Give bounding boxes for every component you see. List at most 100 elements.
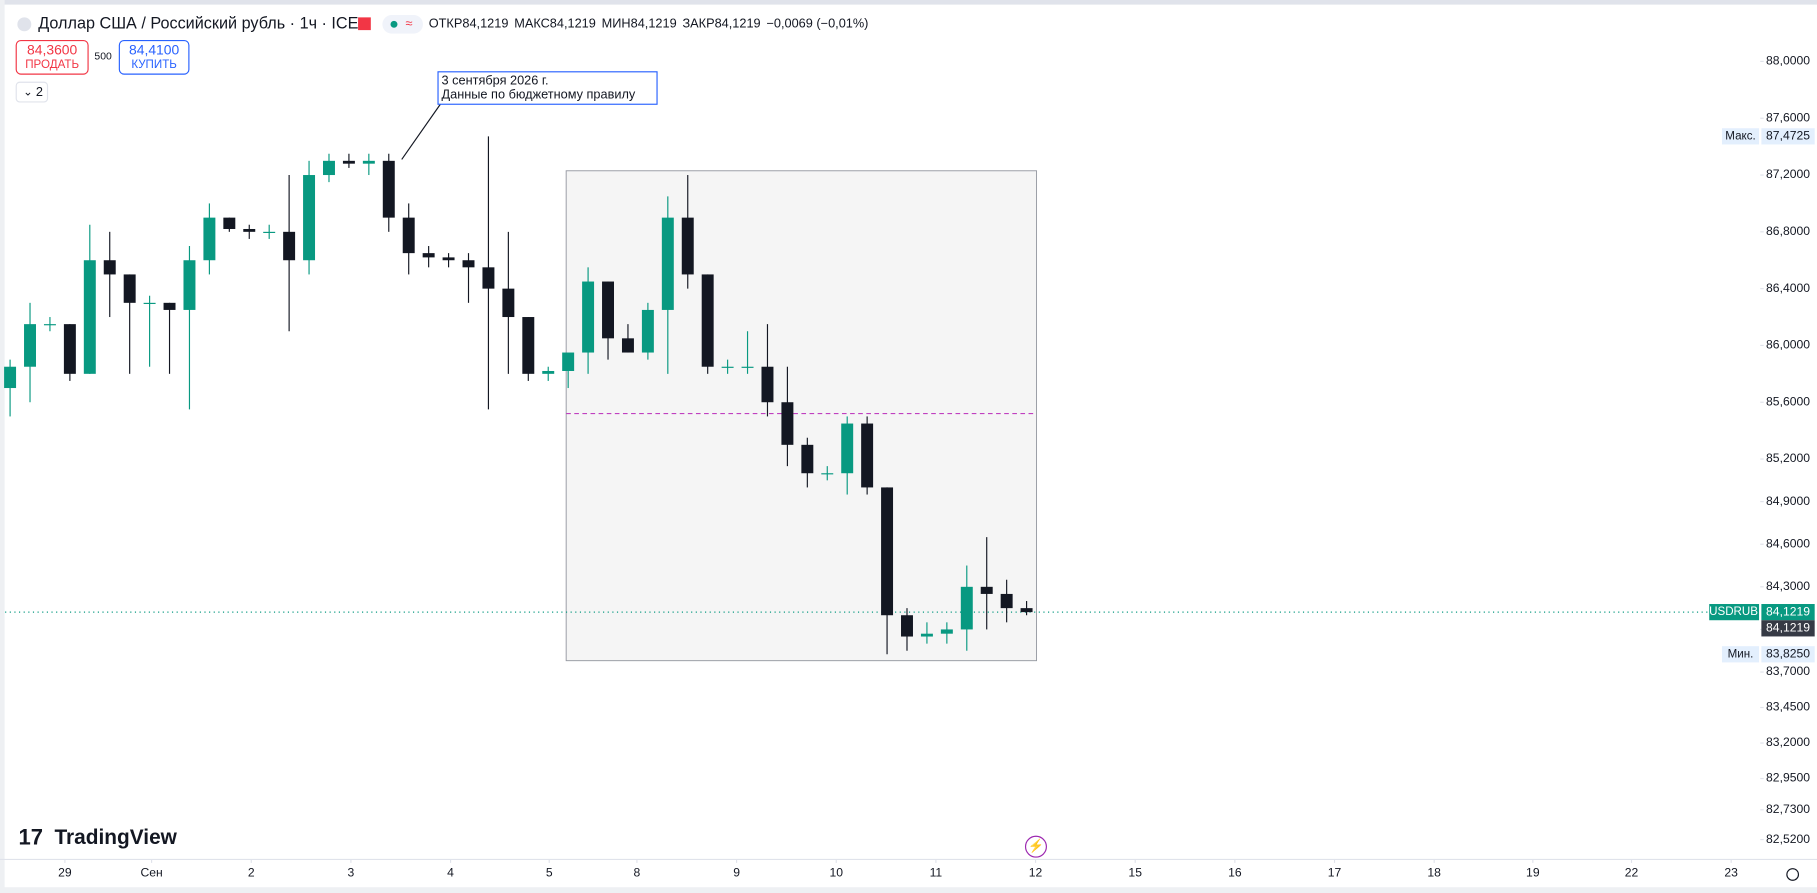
ohlc-label: ЗАКР [682, 16, 714, 31]
y-tick-label: 83,7000 [1766, 664, 1810, 678]
lightning-button[interactable] [1024, 835, 1047, 858]
candle-body [422, 253, 435, 258]
y-tick-label: 86,4000 [1766, 281, 1810, 295]
status-icon: ≈ [406, 16, 413, 31]
annotation-box [437, 71, 658, 105]
candle-body [821, 473, 834, 475]
bottom-border [0, 887, 1817, 893]
candle-body [442, 257, 455, 261]
logo-mark: 17 [19, 824, 43, 849]
y-tick-label: 85,6000 [1766, 394, 1810, 408]
candle-body [103, 260, 116, 275]
candle-body [781, 402, 794, 445]
symbol-icon [17, 17, 32, 32]
x-tick-label: 23 [1724, 866, 1738, 880]
chevron: ⌄ [23, 87, 33, 99]
buy-label: КУПИТЬ [131, 59, 177, 71]
candle-body [402, 217, 415, 254]
x-tick-label: 5 [546, 866, 553, 880]
candle-body [283, 231, 296, 261]
lightning-icon: ⚡ [1028, 838, 1044, 854]
x-tick-label: 2 [248, 866, 255, 880]
candle-body [502, 288, 515, 318]
y-tick-label: 84,9000 [1766, 494, 1810, 508]
candle-body [741, 366, 754, 368]
candle-body [661, 217, 674, 310]
status-pill [382, 15, 423, 34]
symbol-tag-bg [1709, 604, 1760, 621]
x-tick-label: 12 [1029, 866, 1043, 880]
x-tick-label: 16 [1228, 866, 1242, 880]
annotation-text: Данные по бюджетному правилу [442, 86, 636, 101]
indicators-toggle[interactable] [15, 81, 49, 103]
candle-body [163, 302, 176, 310]
y-tick-label: 87,6000 [1766, 110, 1810, 124]
sell-price: 84,3600 [27, 42, 77, 58]
top-border [0, 0, 1817, 5]
logo: TradingView [54, 826, 177, 849]
candle-body [761, 366, 774, 403]
y-tick-label: 84,6000 [1766, 536, 1810, 550]
x-tick-label: 9 [733, 866, 740, 880]
sell-button[interactable] [15, 39, 89, 75]
y-tick-label: 83,2000 [1766, 735, 1810, 749]
y-tick-label: 82,9500 [1766, 771, 1810, 785]
x-tick-label: 17 [1328, 866, 1342, 880]
candle-body [63, 324, 76, 374]
x-tick-label: 8 [634, 866, 641, 880]
candle-body [203, 217, 216, 261]
flag-icon[interactable] [358, 17, 371, 31]
indicators-count: 2 [36, 84, 43, 99]
ohlc-label: МАКС [514, 16, 550, 31]
buy-button[interactable] [118, 39, 190, 75]
candle-body [1000, 593, 1013, 609]
candle-body [1020, 608, 1033, 613]
y-tick-label: 87,2000 [1766, 167, 1810, 181]
candle-body [960, 586, 973, 630]
candle-body [83, 260, 96, 374]
annotation-date: 3 сентября 2026 г. [442, 72, 549, 87]
max-label: 87,4725 [1766, 129, 1810, 143]
candle-body [582, 281, 595, 353]
candle-body [861, 423, 874, 488]
candle-body [881, 487, 894, 616]
settings-icon[interactable] [1786, 868, 1800, 881]
symbol-title: Доллар США / Российский рубль · 1ч · ICE [38, 15, 358, 33]
sell-label: ПРОДАТЬ [25, 59, 79, 71]
candle-body [143, 302, 156, 304]
candle-body [243, 228, 256, 232]
candle-body [183, 260, 196, 310]
range-box [565, 170, 1038, 662]
candle-body [801, 444, 814, 474]
ohlc-value: 84,1219 [631, 16, 677, 31]
y-tick-label: 83,4500 [1766, 700, 1810, 714]
candle-body [562, 352, 575, 371]
symbol-tag: USDRUB [1709, 606, 1758, 618]
candle-body [701, 274, 714, 367]
ohlc-value: 84,1219 [550, 16, 596, 31]
left-border [0, 0, 5, 893]
candle-body [123, 274, 136, 303]
candle-body [980, 586, 993, 594]
ohlc-label: МИН [602, 16, 631, 31]
min-name: Мин. [1728, 648, 1754, 660]
candle-body [263, 231, 276, 233]
spread: 500 [94, 52, 112, 63]
min-name-bg [1721, 646, 1760, 663]
candle-body [602, 281, 615, 339]
close-price-label: 84,1219 [1766, 621, 1810, 635]
candle-body [641, 309, 654, 353]
close-price-bg [1761, 620, 1815, 637]
min-label: 83,8250 [1766, 647, 1810, 661]
x-tick-label: 29 [58, 866, 72, 880]
candle-body [542, 370, 555, 374]
y-tick-label: 85,2000 [1766, 451, 1810, 465]
plot-area: 3 сентября 2026 г.Данные по бюджетному п… [4, 71, 1760, 662]
y-tick-label: 82,5200 [1766, 832, 1810, 846]
candle-body [4, 366, 17, 389]
x-tick-label: 3 [348, 866, 355, 880]
x-tick-label: Сен [140, 866, 162, 880]
candle-body [681, 217, 694, 275]
